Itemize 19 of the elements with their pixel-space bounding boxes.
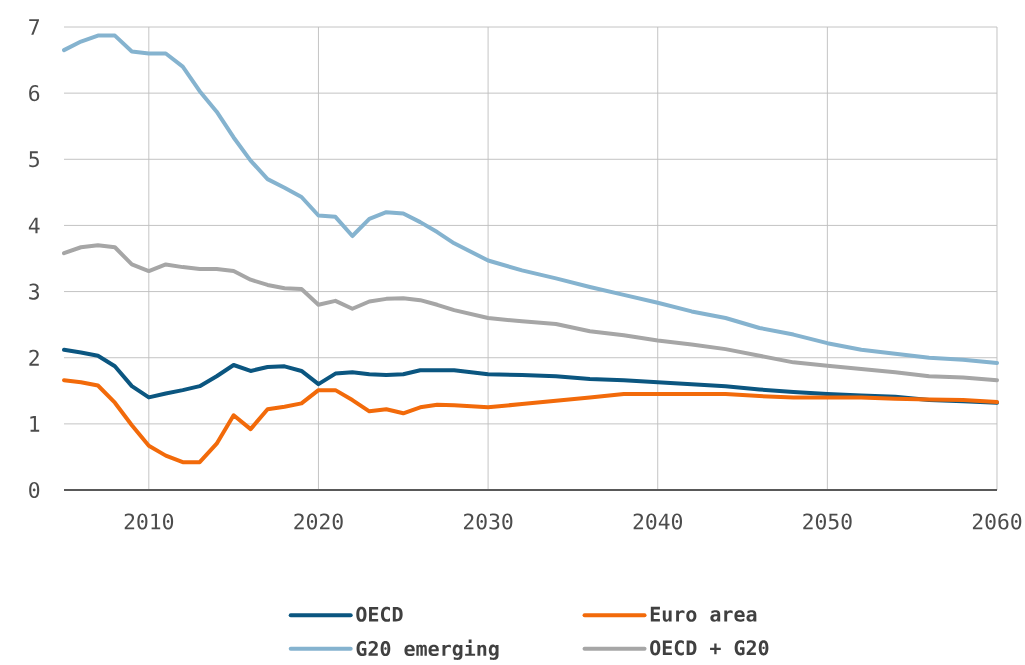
y-tick-label: 7 xyxy=(29,19,40,35)
y-tick-label: 4 xyxy=(28,217,40,234)
x-tick-label: 2010 xyxy=(124,513,174,530)
y-tick-label: 0 xyxy=(29,481,40,499)
legend-label: Euro area xyxy=(650,606,757,622)
y-tick-label: 3 xyxy=(29,283,40,300)
y-tick-label: 2 xyxy=(29,349,39,366)
y-tick-label: 6 xyxy=(29,85,40,102)
legend-label: OECD xyxy=(356,606,403,622)
legend-label: OECD + G20 xyxy=(650,640,769,656)
x-tick-label: 2060 xyxy=(972,513,1022,530)
x-tick-label: 2040 xyxy=(633,513,683,530)
x-tick-label: 2030 xyxy=(463,513,513,530)
x-tick-label: 2050 xyxy=(803,513,852,530)
legend-label: G20 emerging xyxy=(356,639,499,660)
x-tick-label: 2020 xyxy=(294,513,343,530)
y-tick-label: 1 xyxy=(30,416,40,432)
line-series xyxy=(62,243,999,383)
y-tick-label: 5 xyxy=(29,151,39,168)
